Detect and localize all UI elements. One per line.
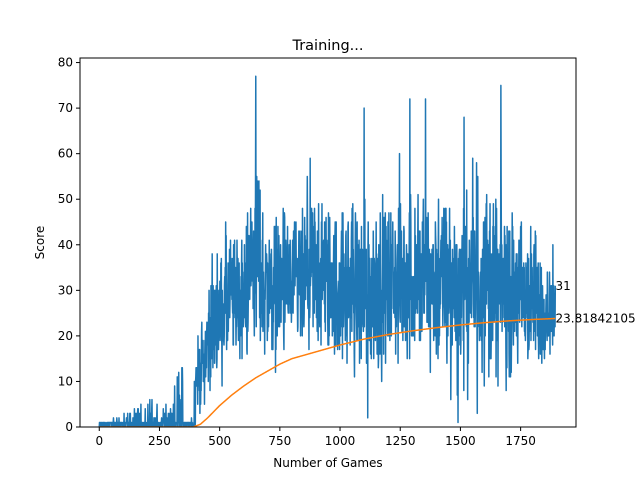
y-tick-label: 50 — [58, 192, 73, 206]
y-tick-label: 30 — [58, 283, 73, 297]
y-tick-label: 40 — [58, 238, 73, 252]
y-axis: 0 10 20 30 40 50 60 70 80 — [58, 56, 80, 434]
x-tick-label: 1500 — [445, 434, 476, 448]
plot-area — [98, 75, 557, 427]
y-tick-label: 80 — [58, 56, 73, 70]
value-annotation: 23.81842105 — [556, 311, 636, 325]
x-axis-label: Number of Games — [273, 456, 382, 470]
y-tick-label: 0 — [65, 420, 73, 434]
x-tick-label: 250 — [148, 434, 171, 448]
y-tick-label: 70 — [58, 101, 73, 115]
x-tick-label: 750 — [268, 434, 291, 448]
chart-title: Training... — [291, 38, 363, 54]
y-tick-label: 10 — [58, 374, 73, 388]
y-axis-label: Score — [33, 226, 47, 260]
x-tick-label: 1750 — [505, 434, 536, 448]
axes-frame — [79, 57, 577, 428]
value-annotation: 31 — [556, 279, 571, 293]
mean-score-series-line — [99, 317, 556, 427]
x-axis: 0 250 500 750 1000 1250 1500 1750 — [95, 427, 536, 448]
x-tick-label: 0 — [95, 434, 103, 448]
annotations: 31 23.81842105 — [556, 279, 636, 326]
x-tick-label: 1000 — [325, 434, 356, 448]
score-series-line — [98, 75, 557, 427]
y-tick-label: 60 — [58, 147, 73, 161]
x-tick-label: 1250 — [385, 434, 416, 448]
x-tick-label: 500 — [208, 434, 231, 448]
y-tick-label: 20 — [58, 329, 73, 343]
